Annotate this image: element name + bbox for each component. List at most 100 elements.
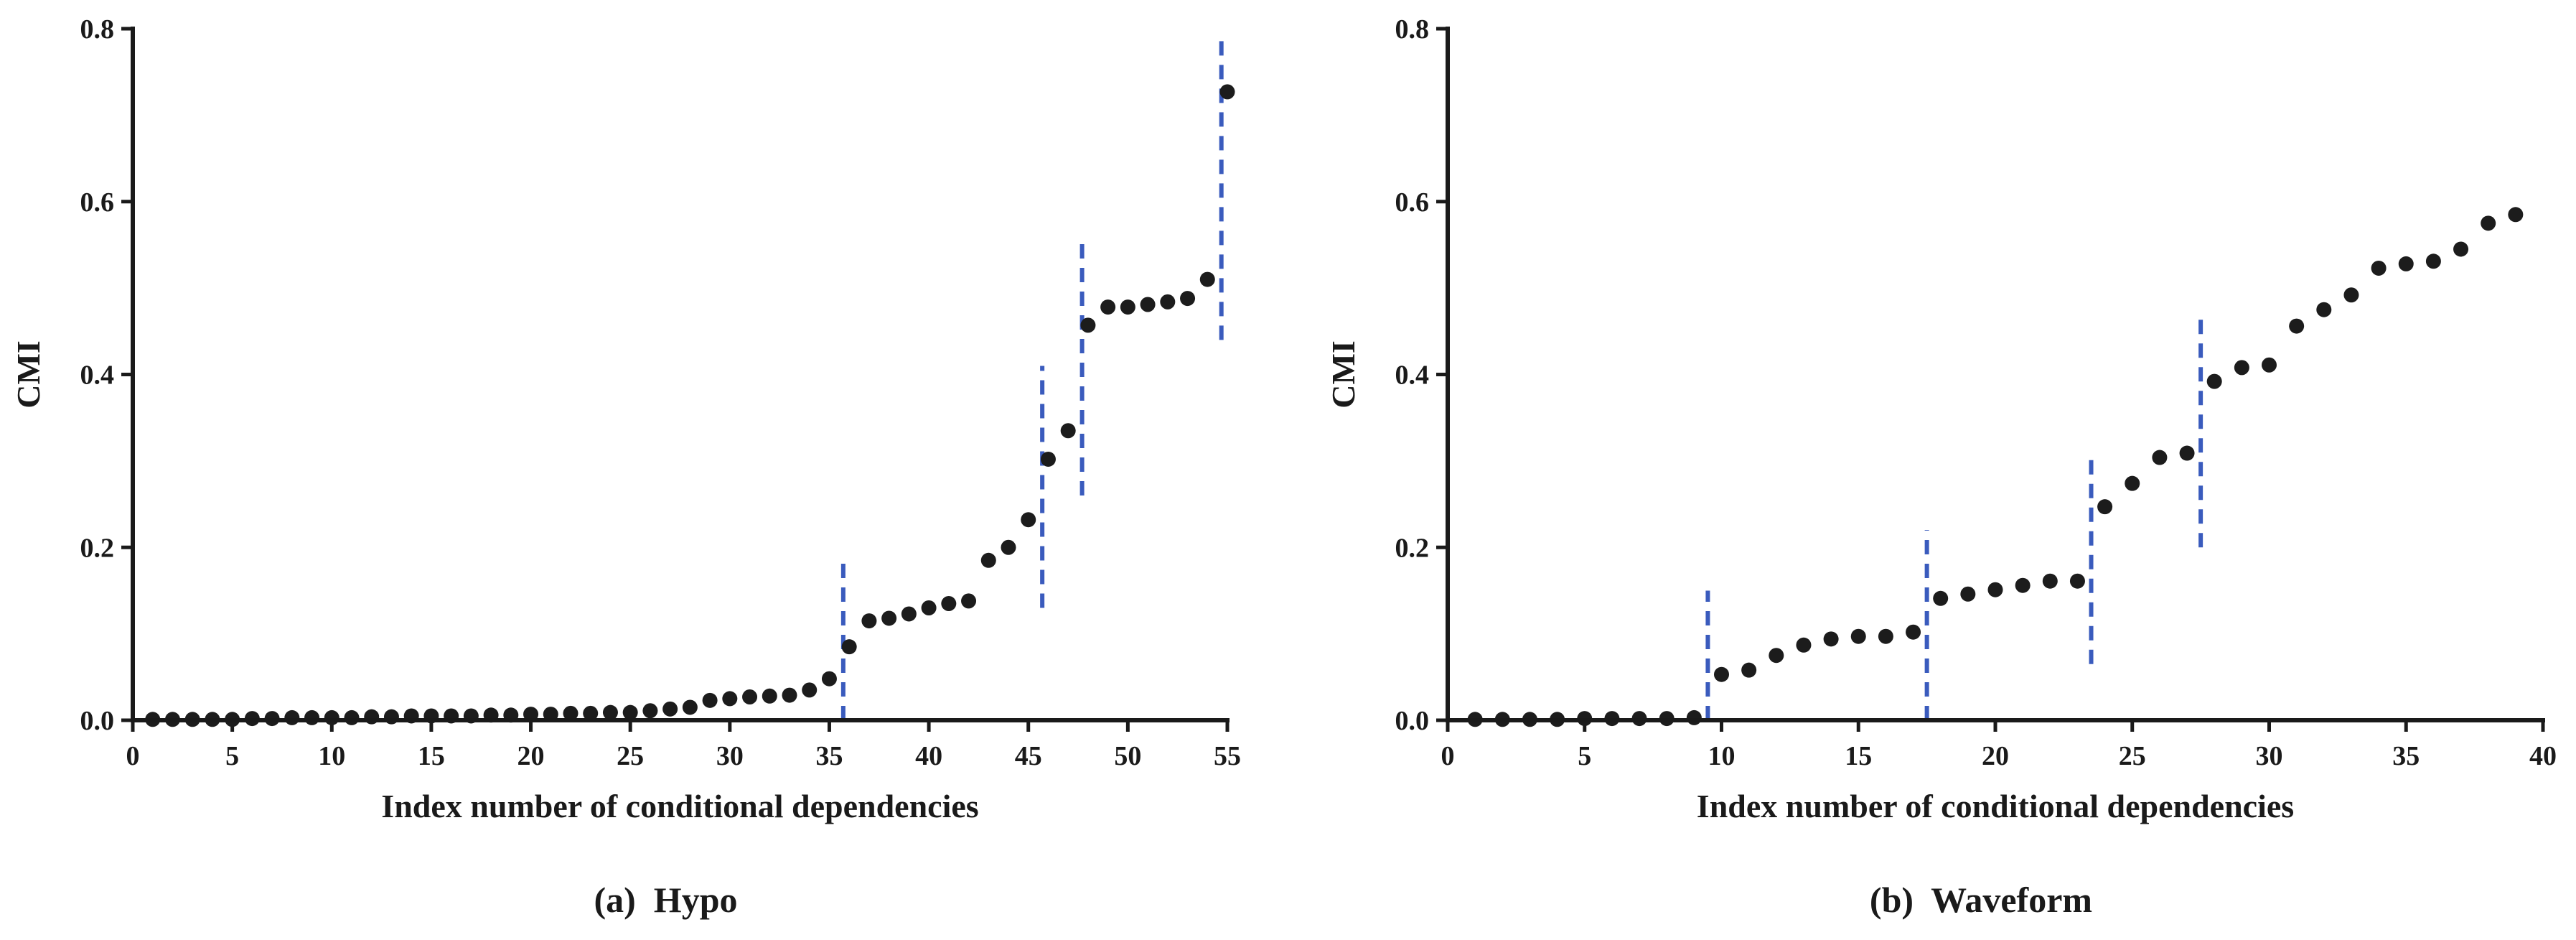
x-tick-label: 30 xyxy=(716,741,744,771)
x-tick-label: 40 xyxy=(915,741,942,771)
data-point xyxy=(304,709,320,725)
data-point xyxy=(980,552,996,568)
data-point xyxy=(2015,577,2031,593)
y-axis-title: CMI xyxy=(1325,340,1362,409)
x-axis-title: Index number of conditional dependencies xyxy=(381,788,978,824)
data-point xyxy=(284,709,300,725)
x-tick-label: 20 xyxy=(517,741,545,771)
data-point xyxy=(1060,423,1076,439)
data-point xyxy=(2481,215,2496,231)
x-tick-label: 45 xyxy=(1015,741,1042,771)
data-point xyxy=(1878,628,1893,644)
data-point xyxy=(2289,318,2305,334)
x-tick-label: 15 xyxy=(418,741,445,771)
x-axis-ticks: 0 5 10 15 20 25 30 35 40 45 50 55 xyxy=(126,720,1241,771)
data-point xyxy=(622,704,638,720)
data-point xyxy=(2371,260,2387,276)
data-point xyxy=(2316,302,2332,317)
data-point xyxy=(2234,360,2249,376)
x-tick-label: 0 xyxy=(126,741,140,771)
data-point xyxy=(1686,709,1702,725)
data-point xyxy=(543,707,558,722)
x-tick-label: 55 xyxy=(1214,741,1241,771)
data-point xyxy=(722,691,738,707)
data-point xyxy=(1960,586,1976,602)
x-tick-label: 20 xyxy=(1982,741,2009,771)
data-point xyxy=(2508,207,2524,223)
data-point xyxy=(702,692,718,708)
data-point xyxy=(2398,256,2414,271)
y-tick-label: 0.4 xyxy=(80,360,115,391)
y-axis-ticks: 0.0 0.2 0.4 0.6 0.8 xyxy=(80,14,133,736)
y-tick-label: 0.6 xyxy=(1395,187,1430,218)
data-point xyxy=(662,701,678,717)
data-point xyxy=(2152,450,2168,465)
x-tick-label: 35 xyxy=(815,741,843,771)
y-axis-ticks: 0.0 0.2 0.4 0.6 0.8 xyxy=(1395,14,1448,736)
x-tick-label: 25 xyxy=(617,741,644,771)
data-point xyxy=(324,709,339,725)
data-point xyxy=(1001,539,1016,555)
x-tick-label: 35 xyxy=(2392,741,2420,771)
data-point xyxy=(1180,291,1196,307)
data-point xyxy=(1741,662,1757,678)
y-tick-label: 0.2 xyxy=(80,533,115,563)
data-point xyxy=(2042,573,2058,589)
data-point xyxy=(2206,373,2222,389)
data-point xyxy=(1714,666,1729,682)
data-point xyxy=(921,600,937,616)
data-points xyxy=(145,84,1235,727)
y-tick-label: 0.0 xyxy=(1395,706,1430,736)
data-point xyxy=(2179,445,2195,461)
data-points xyxy=(1467,207,2524,727)
x-axis-title: Index number of conditional dependencies xyxy=(1697,788,2294,824)
data-point xyxy=(821,671,837,687)
data-point xyxy=(941,595,957,611)
data-point xyxy=(782,687,797,703)
data-point xyxy=(1796,637,1812,653)
x-tick-label: 40 xyxy=(2529,741,2557,771)
data-point xyxy=(1021,512,1036,528)
data-point xyxy=(841,639,857,655)
x-tick-label: 5 xyxy=(1578,741,1591,771)
data-point xyxy=(523,707,539,722)
y-tick-label: 0.4 xyxy=(1395,360,1430,391)
data-point xyxy=(583,705,599,721)
x-axis-ticks: 0 5 10 15 20 25 30 35 40 xyxy=(1441,720,2557,771)
data-point xyxy=(1987,582,2003,597)
panel-caption: (a) Hypo xyxy=(594,880,738,920)
data-point xyxy=(2425,253,2441,269)
data-point xyxy=(2069,573,2085,589)
data-point xyxy=(602,704,618,720)
data-point xyxy=(344,709,360,725)
data-point xyxy=(2453,241,2469,257)
data-point xyxy=(1160,294,1176,310)
x-tick-label: 25 xyxy=(2119,741,2146,771)
divider-lines xyxy=(840,37,1224,720)
x-tick-label: 50 xyxy=(1114,741,1141,771)
data-point xyxy=(742,689,758,704)
data-point xyxy=(2262,357,2277,373)
data-point xyxy=(1850,628,1866,644)
x-tick-label: 15 xyxy=(1845,741,1872,771)
data-point xyxy=(1906,624,1921,640)
data-point xyxy=(1769,648,1784,664)
data-point xyxy=(961,593,977,609)
y-tick-label: 0.8 xyxy=(80,14,115,45)
data-point xyxy=(682,699,698,715)
data-point xyxy=(1120,299,1135,315)
data-point xyxy=(1219,84,1235,100)
data-point xyxy=(2343,287,2359,303)
data-point xyxy=(1933,590,1949,606)
y-tick-label: 0.0 xyxy=(80,706,115,736)
data-point xyxy=(1080,317,1096,333)
divider-lines xyxy=(1705,314,2203,720)
x-tick-label: 5 xyxy=(225,741,239,771)
data-point xyxy=(802,682,818,698)
panel-caption: (b) Waveform xyxy=(1870,880,2092,920)
x-tick-label: 30 xyxy=(2256,741,2283,771)
data-point xyxy=(563,705,579,721)
x-tick-label: 10 xyxy=(1708,741,1736,771)
data-point xyxy=(1199,271,1215,287)
